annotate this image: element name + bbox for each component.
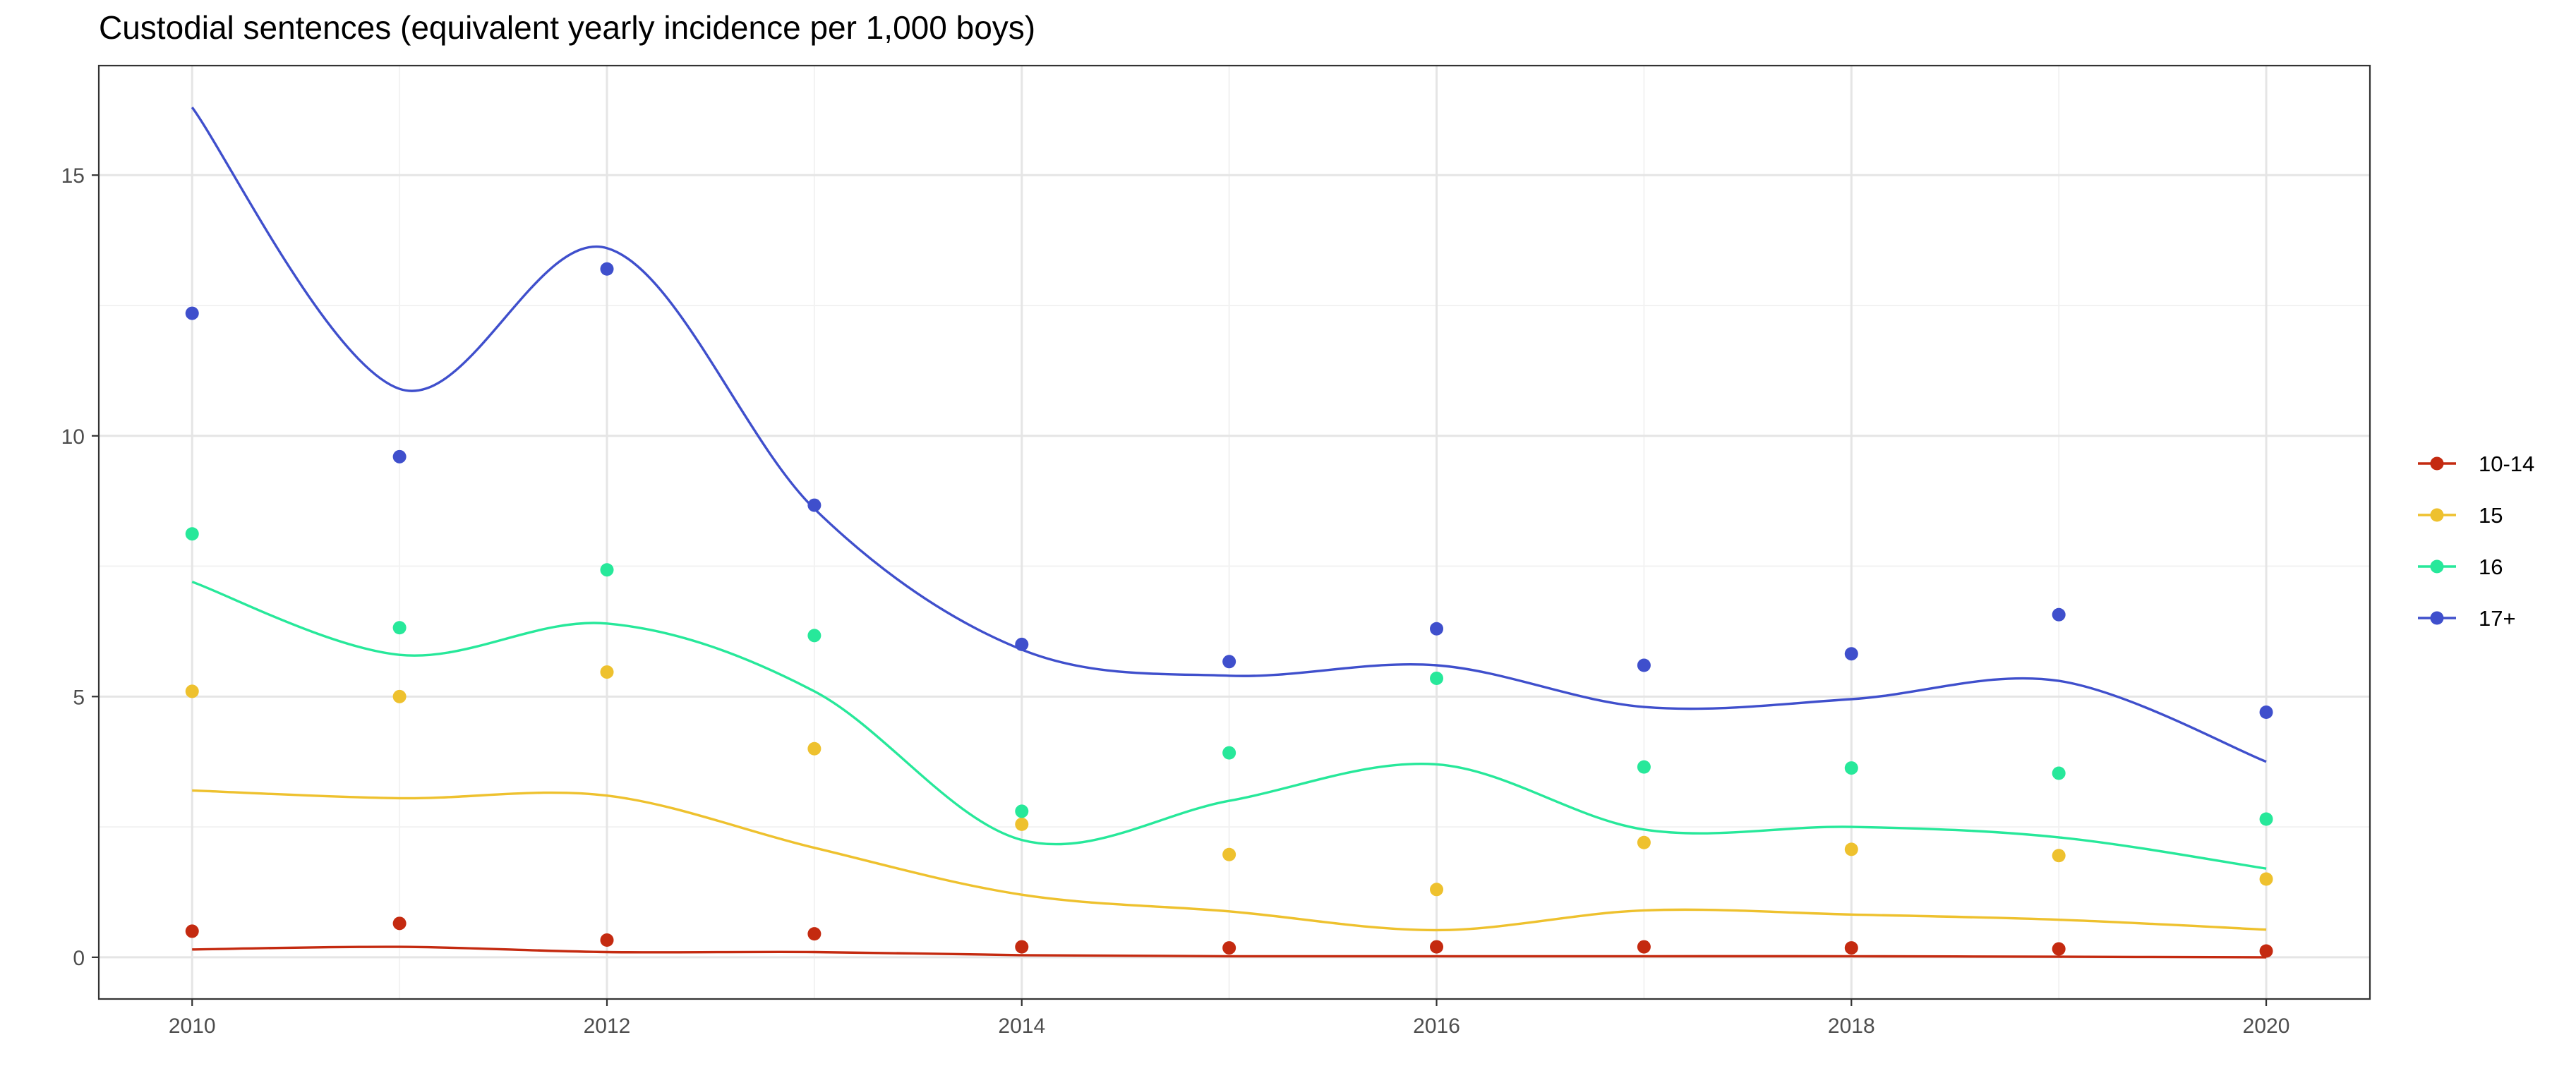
data-point <box>392 449 407 464</box>
data-point <box>1844 842 1858 856</box>
series-16 <box>185 527 2273 870</box>
data-point <box>600 262 614 276</box>
series-15 <box>185 665 2273 932</box>
series-17+ <box>185 107 2273 763</box>
x-tick-label: 2014 <box>998 1015 1045 1038</box>
data-point <box>1015 940 1029 954</box>
data-point <box>1637 658 1651 672</box>
data-point <box>2052 607 2066 622</box>
legend-item: 16 <box>2418 555 2503 579</box>
data-point <box>1222 847 1236 861</box>
data-point <box>2259 705 2273 719</box>
x-tick-label: 2020 <box>2243 1015 2290 1038</box>
data-point <box>2259 872 2273 886</box>
legend-label: 10-14 <box>2479 452 2534 476</box>
data-point <box>1015 637 1029 651</box>
series-group <box>185 107 2273 959</box>
series-line <box>191 107 2267 763</box>
data-point <box>807 741 821 756</box>
y-tick-label: 0 <box>73 947 85 970</box>
data-point <box>1430 622 1444 636</box>
data-point <box>1637 835 1651 849</box>
data-point <box>1015 817 1029 831</box>
grid <box>99 66 2370 999</box>
data-point <box>185 527 199 541</box>
data-point <box>807 927 821 941</box>
series-10-14 <box>185 916 2273 959</box>
data-point <box>392 621 407 635</box>
series-line <box>191 581 2267 870</box>
plot-panel-border <box>97 64 2371 1000</box>
data-point <box>1222 655 1236 669</box>
y-tick-label: 5 <box>73 686 85 709</box>
data-point <box>1430 671 1444 685</box>
data-point <box>600 563 614 577</box>
data-point <box>1430 940 1444 954</box>
data-point <box>1844 761 1858 775</box>
data-point <box>1430 883 1444 897</box>
data-point <box>1015 804 1029 818</box>
series-line <box>192 789 2267 932</box>
legend-key-point <box>2430 559 2444 574</box>
data-point <box>2052 942 2066 956</box>
y-tick-label: 10 <box>61 425 85 449</box>
data-point <box>1222 746 1236 760</box>
legend-label: 16 <box>2479 555 2503 579</box>
legend-label: 17+ <box>2479 606 2516 631</box>
x-tick-label: 2018 <box>1828 1015 1875 1038</box>
data-point <box>392 689 407 703</box>
data-point <box>2052 849 2066 863</box>
data-point <box>807 498 821 512</box>
y-tick-label: 15 <box>61 164 85 188</box>
data-point <box>1844 941 1858 955</box>
legend-item: 15 <box>2418 503 2503 528</box>
data-point <box>1637 940 1651 954</box>
x-tick-label: 2010 <box>169 1015 216 1038</box>
data-point <box>2052 766 2066 780</box>
data-point <box>807 629 821 643</box>
chart-title: Custodial sentences (equivalent yearly i… <box>99 9 1036 46</box>
x-tick-label: 2016 <box>1413 1015 1460 1038</box>
legend-key-point <box>2430 508 2444 522</box>
data-point <box>600 665 614 679</box>
data-point <box>1222 941 1236 955</box>
data-point <box>392 916 407 931</box>
legend-key-point <box>2430 611 2444 625</box>
legend-item: 17+ <box>2418 606 2516 631</box>
legend-label: 15 <box>2479 503 2503 528</box>
axes: 0 5 10 15 2010 2012 2014 2016 2018 2020 <box>61 164 2290 1038</box>
data-point <box>2259 944 2273 958</box>
x-tick-label: 2012 <box>584 1015 631 1038</box>
legend-item: 10-14 <box>2418 452 2534 476</box>
data-point <box>2259 812 2273 826</box>
data-point <box>1844 647 1858 661</box>
legend-key-point <box>2430 456 2444 471</box>
legend: 10-14 15 16 17+ <box>2418 452 2534 631</box>
data-point <box>185 924 199 938</box>
data-point <box>600 933 614 947</box>
data-point <box>185 306 199 320</box>
series-line <box>192 945 2267 959</box>
data-point <box>1637 760 1651 774</box>
data-point <box>185 684 199 698</box>
